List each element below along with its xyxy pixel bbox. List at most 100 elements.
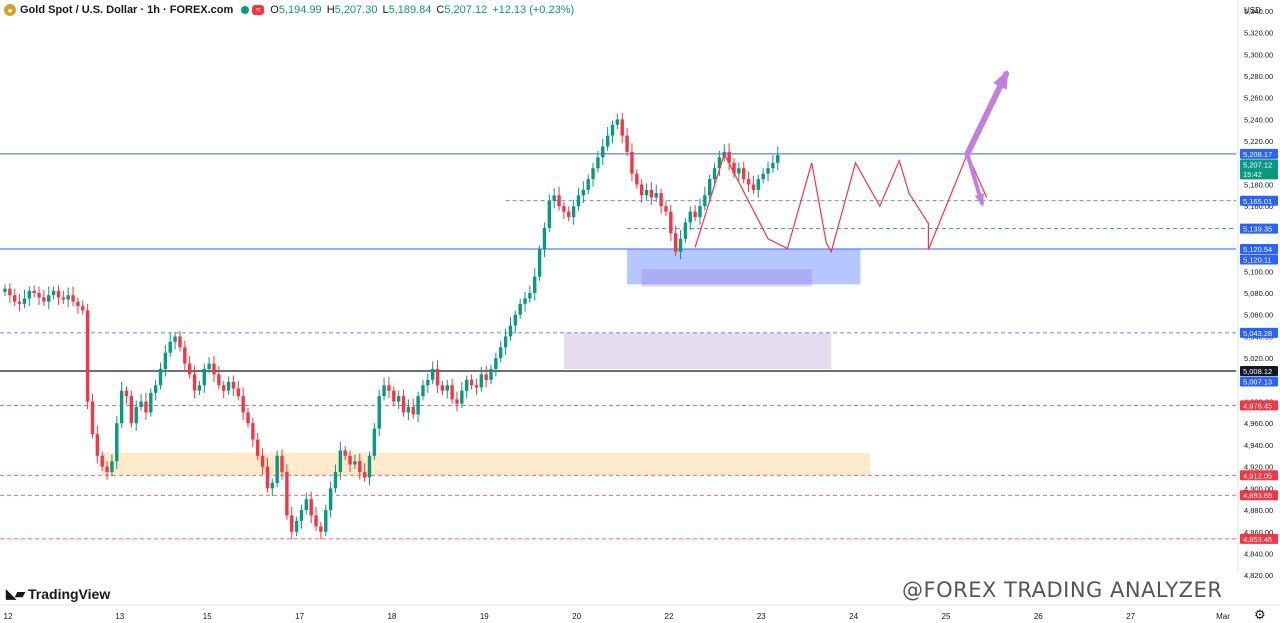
candle: [241, 387, 245, 420]
candle-body: [474, 385, 479, 388]
candle: [95, 425, 100, 464]
candle: [712, 162, 717, 184]
x-tick-label: 13: [115, 612, 124, 621]
candle-body: [494, 358, 498, 369]
candle: [688, 206, 692, 231]
candle-body: [270, 482, 274, 489]
low-label: L: [382, 4, 389, 16]
y-tick-label: 5,340.00: [1244, 7, 1273, 16]
candle: [251, 417, 255, 448]
candle-body: [620, 119, 624, 136]
candle-body: [489, 368, 493, 380]
candle: [387, 376, 391, 399]
candle: [508, 316, 513, 341]
tradingview-logo[interactable]: ◣▰ TradingView: [6, 586, 110, 602]
settings-gear-icon[interactable]: ⚙: [1254, 607, 1266, 622]
candle-body: [445, 385, 449, 391]
x-tick-label: 15: [203, 612, 212, 621]
candle: [465, 375, 469, 399]
open-label: O: [270, 4, 279, 16]
candle-body: [396, 396, 401, 402]
candle-body: [256, 439, 260, 456]
candle: [479, 366, 483, 392]
candle-body: [756, 179, 760, 190]
candle-body: [90, 401, 95, 435]
candle: [178, 330, 182, 352]
candle: [503, 328, 508, 355]
candle-body: [362, 472, 367, 478]
candle: [134, 400, 138, 431]
candle: [324, 504, 328, 537]
candle-body: [27, 290, 31, 299]
candle: [499, 340, 503, 363]
candle-body: [47, 295, 51, 302]
candle: [90, 393, 95, 439]
price-label-box: [1240, 244, 1278, 255]
candle: [47, 286, 51, 310]
candle: [678, 230, 683, 260]
candle: [591, 162, 595, 187]
candle: [392, 386, 396, 406]
candle: [61, 290, 66, 304]
candle-body: [440, 385, 445, 391]
tradingview-logo-icon: ◣▰: [6, 586, 25, 601]
candle-body: [644, 189, 649, 196]
currency-label[interactable]: USD: [1244, 6, 1261, 15]
price-label-box: [1240, 490, 1278, 501]
y-tick-label: 5,260.00: [1244, 94, 1273, 103]
candle-body: [187, 363, 192, 375]
candle: [338, 441, 343, 480]
candle-body: [406, 406, 411, 413]
candle-body: [455, 399, 459, 404]
candle-body: [56, 290, 61, 298]
gold-symbol-icon: ●: [4, 4, 16, 16]
candle-body: [586, 179, 590, 190]
price-label: 5,139.35: [1243, 225, 1272, 234]
candle: [742, 161, 746, 184]
candle-body: [42, 297, 46, 302]
candle-body: [260, 455, 265, 467]
candle: [698, 198, 702, 225]
candle: [153, 379, 158, 401]
candle: [435, 360, 440, 393]
tradingview-logo-text: TradingView: [28, 586, 111, 602]
candle-body: [401, 396, 406, 413]
candle-body: [95, 434, 100, 456]
candle: [644, 183, 649, 200]
candle: [236, 380, 240, 401]
candle: [751, 175, 756, 195]
candle-body: [338, 450, 343, 473]
y-tick-label: 4,820.00: [1244, 571, 1273, 580]
candle: [630, 143, 634, 182]
candle-body: [712, 168, 717, 180]
candle: [537, 245, 542, 282]
inner-zone: [641, 269, 812, 287]
candle-body: [605, 135, 610, 147]
candle: [533, 268, 537, 301]
candle-body: [635, 173, 639, 185]
candle-body: [698, 206, 702, 218]
high-value: 5,207.30: [334, 4, 378, 16]
candle-body: [460, 390, 464, 404]
low-value: 5,189.84: [388, 4, 432, 16]
candle: [372, 423, 377, 461]
candle-body: [32, 290, 36, 294]
candle: [285, 464, 289, 520]
alert-pill-icon[interactable]: ≈: [252, 5, 265, 15]
candle: [319, 521, 323, 540]
candle-body: [596, 157, 600, 169]
candle-body: [76, 301, 80, 307]
y-tick-label: 5,020.00: [1244, 354, 1273, 363]
candle-body: [251, 423, 255, 440]
candle-body: [737, 168, 741, 174]
candle-body: [703, 195, 707, 207]
candle-body: [465, 379, 469, 391]
candle-body: [673, 233, 678, 252]
candle: [348, 450, 352, 473]
candle-body: [275, 455, 279, 483]
candle: [13, 288, 17, 307]
y-tick-label: 5,300.00: [1244, 50, 1273, 59]
symbol-title[interactable]: Gold Spot / U.S. Dollar · 1h · FOREX.com: [20, 4, 234, 16]
candle: [450, 378, 454, 404]
